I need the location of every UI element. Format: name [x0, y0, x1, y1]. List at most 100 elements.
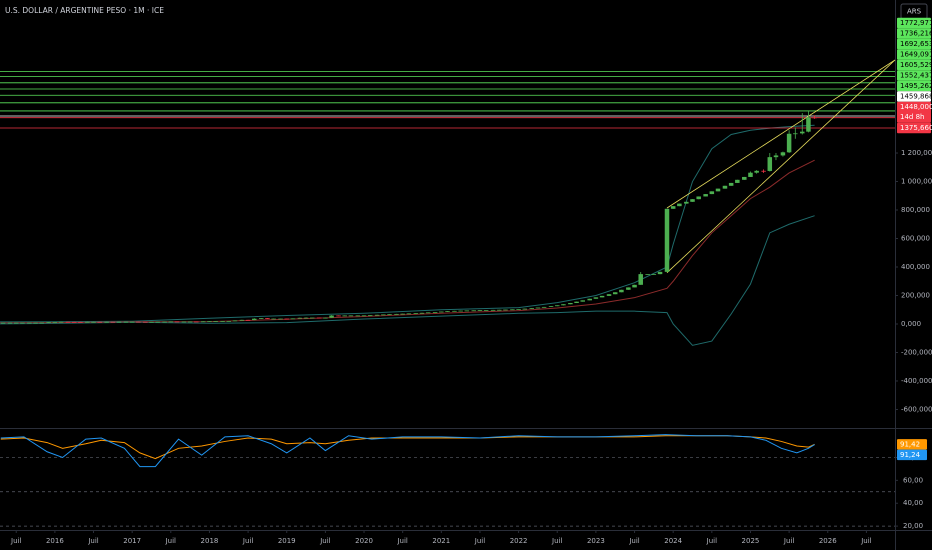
x-tick-label: Juil — [706, 537, 717, 545]
candle-body — [503, 309, 508, 311]
x-tick-label: Juil — [242, 537, 253, 545]
y-tick-label: -600,000 — [901, 405, 932, 413]
candle-body — [612, 292, 618, 295]
candle-body — [664, 208, 670, 272]
candle-body — [626, 287, 631, 290]
candle-body — [387, 314, 392, 316]
candle-body — [510, 309, 515, 311]
y-tick-label: -200,000 — [901, 348, 932, 356]
candle-body — [207, 321, 212, 322]
x-tick-label: 2022 — [510, 537, 528, 545]
candle-body — [432, 312, 438, 313]
candle-body — [20, 322, 25, 324]
candle-body — [136, 321, 141, 323]
candle-body — [690, 199, 695, 202]
candle-body — [516, 309, 521, 310]
price-level-box — [897, 49, 931, 60]
candle-body — [239, 319, 245, 321]
candle-body — [696, 196, 701, 200]
candle-body — [425, 312, 431, 314]
candle-body — [742, 176, 747, 180]
x-tick-label: Juil — [783, 537, 794, 545]
price-level-label: 1495,262 — [900, 82, 932, 90]
x-tick-label: 2018 — [201, 537, 219, 545]
candle-body — [529, 308, 534, 309]
candle-body — [323, 317, 328, 319]
candle-body — [606, 294, 612, 296]
candle-body — [181, 321, 187, 323]
candle-body — [684, 201, 689, 204]
candle-body — [265, 318, 270, 319]
x-tick-label: Juil — [165, 537, 176, 545]
last-value-label: 91,24 — [900, 451, 921, 459]
candle-body — [110, 321, 116, 323]
candle-body — [439, 311, 444, 313]
price-level-label: 1692,653 — [900, 40, 932, 48]
candle-body — [258, 318, 264, 319]
candle-body — [452, 310, 457, 312]
candle-body — [297, 317, 303, 319]
candle-body — [97, 321, 102, 323]
candle-body — [78, 321, 83, 323]
y-tick-label: 1 200,000 — [901, 149, 932, 157]
bollinger-upper — [0, 124, 815, 323]
price-level-box — [897, 38, 931, 50]
candle-body — [477, 310, 483, 312]
candle-body — [651, 274, 657, 275]
price-level-box — [897, 28, 931, 39]
candle-body — [793, 133, 798, 135]
candle-body — [445, 311, 450, 312]
candle-body — [786, 133, 792, 153]
x-tick-label: Juil — [628, 537, 639, 545]
candle-body — [52, 322, 58, 323]
price-level-label: 1736,216 — [900, 29, 932, 37]
candle-body — [226, 321, 232, 322]
y-tick-label: -400,000 — [901, 377, 932, 385]
candle-body — [645, 274, 650, 275]
candle-body — [123, 321, 129, 323]
y-tick-label: 60,00 — [903, 476, 923, 484]
candle-body — [535, 307, 541, 309]
candle-body — [419, 312, 425, 314]
candle-body — [201, 321, 206, 323]
candle-body — [632, 284, 637, 288]
candle-body — [394, 313, 399, 315]
candle-body — [252, 318, 257, 321]
candle-body — [806, 117, 811, 132]
candle-body — [400, 313, 405, 315]
candle-body — [194, 321, 199, 323]
candle-body — [71, 321, 77, 323]
candle-body — [715, 188, 721, 192]
candle-body — [413, 313, 419, 314]
candle-body — [91, 321, 96, 323]
candle-body — [599, 295, 605, 298]
y-tick-label: 400,000 — [901, 263, 930, 271]
y-tick-label: 1 000,000 — [901, 178, 932, 186]
candle-body — [541, 306, 547, 308]
candle-body — [773, 155, 779, 158]
candle-body — [406, 313, 412, 315]
x-tick-label: 2023 — [587, 537, 605, 545]
candle-body — [580, 300, 586, 302]
candle-body — [754, 170, 759, 173]
x-tick-label: 2025 — [742, 537, 760, 545]
x-tick-label: Juil — [860, 537, 871, 545]
price-level-label: 1605,529 — [900, 61, 932, 69]
candle-body — [471, 310, 477, 312]
x-tick-label: 2019 — [278, 537, 296, 545]
candle-body — [548, 306, 554, 307]
price-level-box — [897, 17, 931, 29]
candle-body — [174, 321, 180, 323]
candle-body — [761, 170, 766, 172]
x-tick-label: 2026 — [819, 537, 837, 545]
candle-body — [149, 321, 154, 323]
x-tick-label: Juil — [551, 537, 562, 545]
x-tick-label: Juil — [87, 537, 98, 545]
candle-body — [187, 321, 193, 323]
trend-line — [666, 59, 896, 209]
currency-label[interactable]: ARS — [907, 8, 922, 16]
y-tick-label: 200,000 — [901, 291, 930, 299]
bollinger-basis — [0, 159, 815, 324]
candle-body — [355, 315, 361, 317]
x-tick-label: 2016 — [46, 537, 64, 545]
